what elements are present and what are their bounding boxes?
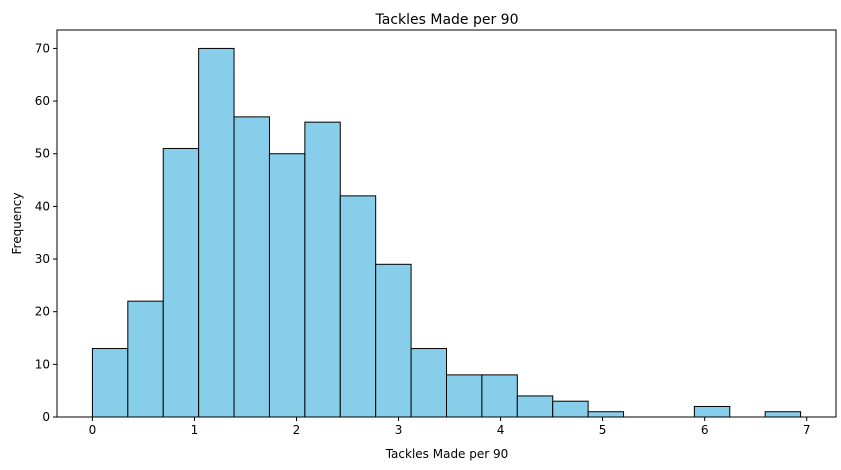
y-tick-label: 30: [35, 252, 50, 266]
x-tick-label: 1: [191, 423, 199, 437]
bars-group: [91, 47, 802, 418]
x-tick-label: 7: [803, 423, 811, 437]
y-axis-ticks: 0 10 20 30 40 50 60 70: [35, 41, 57, 424]
chart-title: Tackles Made per 90: [375, 12, 519, 28]
histogram-bar: [268, 153, 306, 418]
y-tick-label: 70: [35, 41, 50, 55]
histogram-bar: [764, 411, 802, 418]
x-tick-label: 3: [395, 423, 403, 437]
histogram-bar: [375, 263, 412, 418]
y-axis-label: Frequency: [10, 193, 24, 255]
histogram-bar: [127, 300, 164, 418]
x-tick-label: 6: [701, 423, 709, 437]
plot-area-frame: [56, 29, 837, 418]
histogram-bar: [339, 195, 377, 418]
histogram-bar: [552, 400, 589, 418]
histogram-bar: [233, 116, 270, 418]
y-tick-label: 10: [35, 357, 50, 371]
histogram-bar: [304, 121, 341, 418]
y-tick-label: 60: [35, 94, 50, 108]
histogram-bar: [91, 348, 129, 418]
x-tick-label: 0: [89, 423, 97, 437]
y-tick-label: 50: [35, 147, 50, 161]
x-axis-label: Tackles Made per 90: [385, 447, 509, 461]
histogram-bar: [481, 374, 518, 418]
x-tick-label: 4: [497, 423, 505, 437]
y-tick-label: 20: [35, 305, 50, 319]
histogram-bar: [587, 411, 625, 418]
y-tick-label: 0: [42, 410, 50, 424]
x-tick-label: 2: [293, 423, 301, 437]
histogram-bar: [162, 147, 200, 418]
histogram-bar: [516, 395, 554, 418]
x-tick-label: 5: [599, 423, 607, 437]
x-axis-ticks: 0 1 2 3 4 5 6 7: [89, 417, 811, 437]
histogram-bar: [410, 348, 447, 418]
y-tick-label: 40: [35, 199, 50, 213]
histogram-bar: [198, 47, 235, 418]
histogram-bar: [446, 374, 483, 418]
histogram-bar: [693, 405, 731, 418]
